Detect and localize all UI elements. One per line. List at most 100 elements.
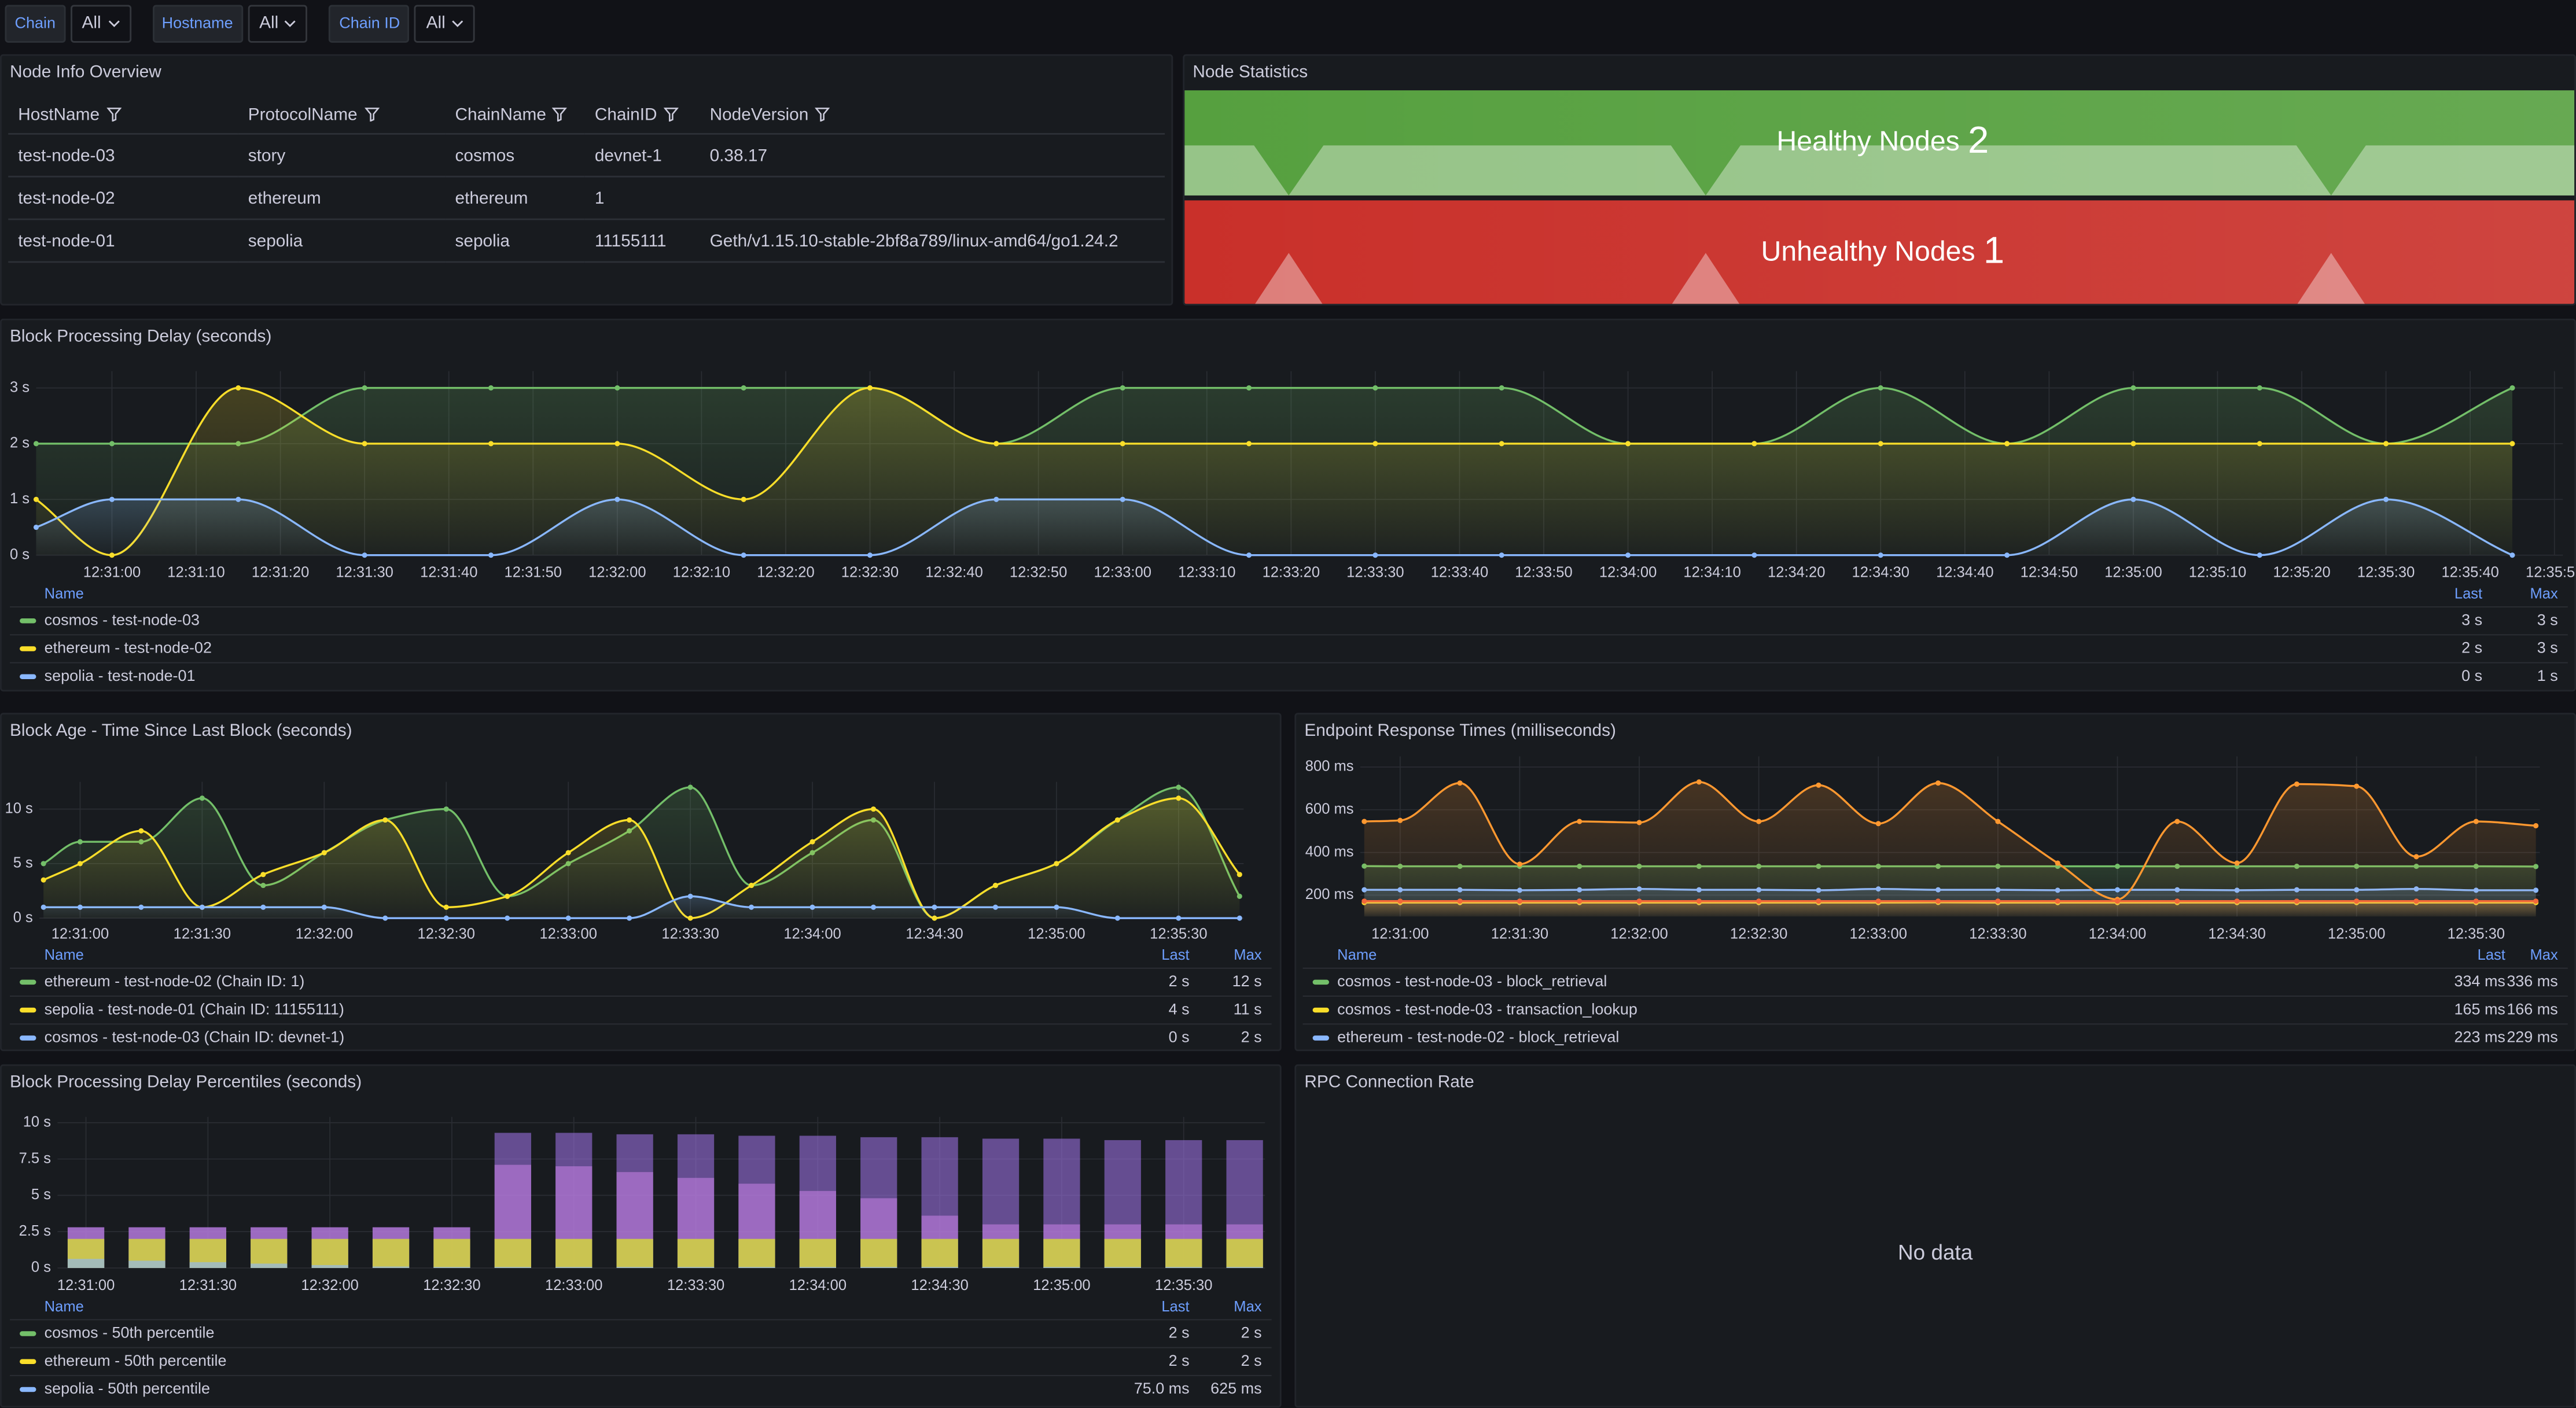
table-cell: test-node-02 bbox=[8, 176, 238, 220]
column-header: ProtocolName bbox=[238, 97, 446, 135]
data-point bbox=[2533, 823, 2539, 828]
bar bbox=[67, 1259, 105, 1268]
data-point bbox=[362, 385, 367, 391]
data-point bbox=[1935, 780, 1941, 786]
filter-select[interactable]: All bbox=[248, 5, 308, 43]
column-header-text: NodeVersion bbox=[709, 105, 809, 125]
data-point bbox=[2294, 781, 2299, 787]
data-point bbox=[2473, 819, 2479, 824]
x-tick-label: 12:34:20 bbox=[1768, 565, 1825, 581]
x-tick-label: 12:32:00 bbox=[1610, 926, 1668, 942]
x-tick-label: 12:34:10 bbox=[1683, 565, 1740, 581]
data-point bbox=[809, 904, 815, 910]
filter-value: All bbox=[82, 13, 101, 33]
data-point bbox=[992, 883, 998, 889]
x-tick-label: 12:31:00 bbox=[1371, 926, 1429, 942]
legend-max: 229 ms bbox=[2507, 1029, 2557, 1046]
x-tick-label: 12:35:40 bbox=[2441, 565, 2498, 581]
series-area bbox=[1364, 782, 2536, 917]
legend-name: ethereum - test-node-02 bbox=[45, 639, 212, 657]
filter-label: Chain ID bbox=[329, 5, 410, 43]
data-point bbox=[382, 817, 388, 823]
no-data-message: No data bbox=[1898, 1240, 1973, 1265]
panel-title: Block Age - Time Since Last Block (secon… bbox=[10, 721, 352, 741]
data-point bbox=[2130, 441, 2136, 447]
x-tick-label: 12:32:30 bbox=[1730, 926, 1787, 942]
data-point bbox=[109, 441, 115, 447]
data-point bbox=[614, 441, 620, 447]
header-row: HostName ProtocolName ChainName ChainID Node… bbox=[8, 97, 1165, 135]
bar bbox=[1165, 1239, 1202, 1268]
bar bbox=[1226, 1267, 1263, 1268]
panel-canvas: 0 s 5 s 10 s 12:31:00 12:31:30 12:32:00 12:32:… bbox=[5, 782, 1272, 1046]
panel-canvas: Healthy Nodes 2 Unhealthy Nodes 1 bbox=[1184, 90, 2575, 304]
filter-select[interactable]: All bbox=[70, 5, 131, 43]
bar bbox=[189, 1262, 226, 1268]
data-point bbox=[362, 441, 367, 447]
data-point bbox=[41, 877, 46, 883]
x-tick-label: 12:35:30 bbox=[1155, 1277, 1212, 1293]
x-tick-label: 12:33:10 bbox=[1178, 565, 1235, 581]
data-point bbox=[199, 904, 205, 910]
bar bbox=[738, 1239, 775, 1268]
legend-header: Name bbox=[45, 947, 84, 963]
column-header-text: ChainID bbox=[594, 105, 657, 125]
filter-icon bbox=[663, 108, 679, 122]
data-point bbox=[1120, 496, 1125, 502]
bar bbox=[738, 1267, 775, 1268]
data-point bbox=[1457, 780, 1463, 786]
bar bbox=[494, 1239, 531, 1268]
filter-icon-shape bbox=[663, 108, 679, 122]
x-tick-label: 12:32:10 bbox=[673, 565, 730, 581]
data-point bbox=[867, 385, 873, 391]
series-area bbox=[36, 499, 2512, 555]
data-point bbox=[1246, 552, 1252, 558]
data-point bbox=[2234, 898, 2240, 904]
panel-title: Endpoint Response Times (milliseconds) bbox=[1304, 721, 1616, 741]
data-point bbox=[1176, 795, 1182, 801]
table-cell: 0.38.17 bbox=[700, 134, 1165, 178]
legend-max: 336 ms bbox=[2507, 972, 2557, 990]
data-point bbox=[2055, 898, 2060, 904]
bar bbox=[677, 1239, 715, 1268]
legend-name: cosmos - test-node-03 - block_retrieval bbox=[1337, 972, 1607, 990]
x-tick-label: 12:32:40 bbox=[925, 565, 982, 581]
x-tick-label: 12:35:00 bbox=[2328, 926, 2385, 942]
plot-layer: 0 s 2.5 s 5 s 7.5 s 10 s 12:31:00 12:31:30 12:3… bbox=[10, 1114, 1272, 1397]
data-point bbox=[1517, 861, 1522, 867]
bar bbox=[128, 1260, 165, 1268]
column-header: ChainName bbox=[445, 97, 585, 135]
x-tick-label: 12:33:00 bbox=[545, 1277, 602, 1293]
legend-name: cosmos - test-node-03 bbox=[45, 611, 200, 628]
data-point bbox=[1120, 441, 1125, 447]
x-tick-label: 12:31:00 bbox=[51, 926, 109, 942]
column-header-text: ProtocolName bbox=[248, 105, 358, 125]
table-cell: cosmos bbox=[445, 134, 585, 178]
legend-name: cosmos - 50th percentile bbox=[45, 1324, 215, 1341]
data-point bbox=[1372, 552, 1378, 558]
data-point bbox=[2174, 819, 2180, 824]
chevron-icon bbox=[285, 20, 297, 27]
x-tick-label: 12:34:00 bbox=[1599, 565, 1657, 581]
data-point bbox=[993, 441, 999, 447]
legend-max: 1 s bbox=[2537, 667, 2558, 684]
legend-name: cosmos - test-node-03 - transaction_look… bbox=[1337, 1000, 1637, 1018]
legend-max: 2 s bbox=[1241, 1029, 1262, 1046]
data-point bbox=[33, 496, 39, 502]
bar bbox=[799, 1267, 836, 1268]
filter-select[interactable]: All bbox=[414, 5, 475, 43]
legend-header: Max bbox=[1234, 1299, 1261, 1315]
table-cell: 11155111 bbox=[584, 219, 700, 263]
data-point bbox=[2473, 898, 2479, 904]
data-point bbox=[33, 441, 39, 447]
legend-last: 2 s bbox=[1169, 972, 1190, 990]
stat-label: Healthy Nodes bbox=[1776, 126, 1959, 157]
x-tick-label: 12:35:20 bbox=[2273, 565, 2330, 581]
data-point bbox=[1756, 898, 1762, 904]
legend-max: 625 ms bbox=[1210, 1380, 1261, 1397]
x-tick-label: 12:35:30 bbox=[1150, 926, 1207, 942]
panel-canvas: 0 s 2.5 s 5 s 7.5 s 10 s 12:31:00 12:31:30 12:3… bbox=[10, 1114, 1272, 1397]
legend-last: 4 s bbox=[1169, 1000, 1190, 1018]
data-point bbox=[2114, 887, 2121, 893]
x-tick-label: 12:33:40 bbox=[1431, 565, 1488, 581]
